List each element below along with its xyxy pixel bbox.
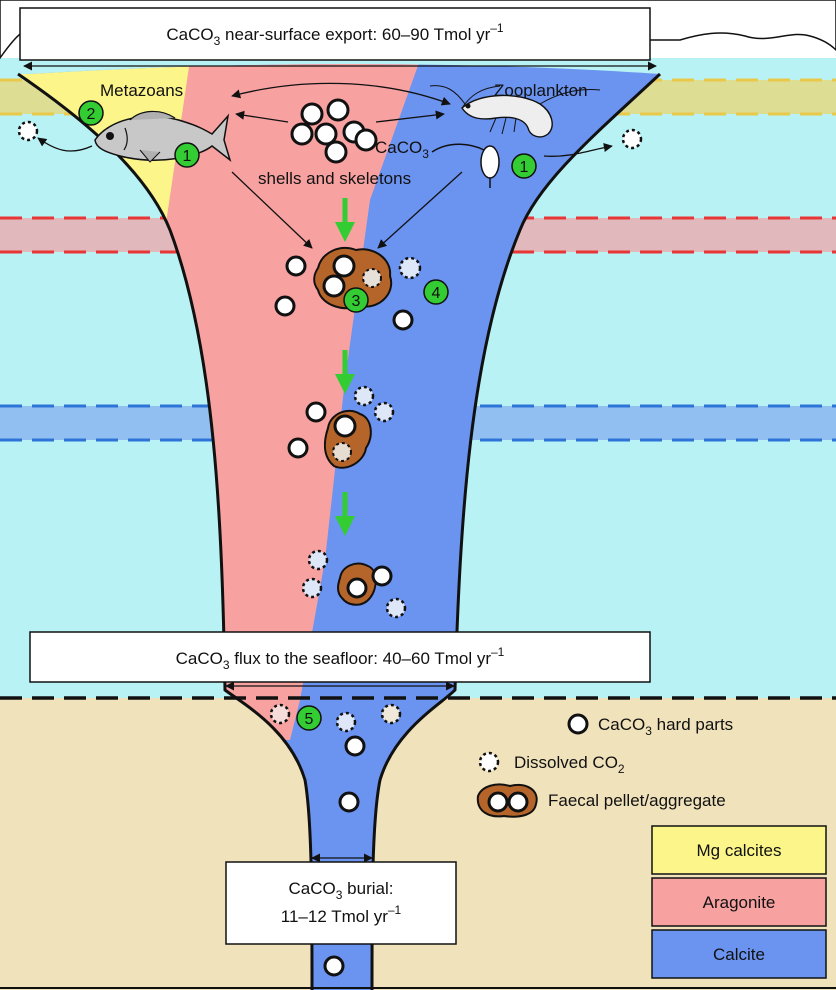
faecal-pellet-2 — [323, 409, 372, 469]
caco3-particles-depth1 — [274, 255, 422, 331]
svg-text:Calcite: Calcite — [713, 945, 765, 964]
process-5: 5 — [296, 705, 322, 731]
caco3-particles-depth3 — [301, 549, 407, 619]
svg-text:CaCO3 near-surface export: 60–: CaCO3 near-surface export: 60–90 Tmol yr… — [166, 21, 504, 48]
faecal-pellet-3 — [337, 562, 377, 606]
process-3: 3 — [343, 287, 369, 313]
metazoans-label: Metazoans — [100, 81, 183, 100]
process-1-fish: 1 — [174, 142, 200, 168]
svg-text:CaCO3 flux to the seafloor: 40: CaCO3 flux to the seafloor: 40–60 Tmol y… — [176, 645, 505, 672]
process-1-zooplankton: 1 — [511, 153, 537, 179]
svg-text:1: 1 — [183, 148, 192, 165]
legend-calcite: Calcite — [651, 929, 827, 979]
shrimp-icon — [429, 85, 601, 138]
svg-text:Mg calcites: Mg calcites — [696, 841, 781, 860]
shells-skeletons-label: shells and skeletons — [258, 169, 411, 188]
sediment-particles — [269, 703, 402, 977]
svg-text:Faecal pellet/aggregate: Faecal pellet/aggregate — [548, 791, 726, 810]
svg-text:3: 3 — [352, 293, 361, 310]
process-2: 2 — [78, 100, 104, 126]
svg-text:11–12 Tmol yr–1: 11–12 Tmol yr–1 — [281, 903, 402, 926]
zooplankton-label: Zooplankton — [494, 81, 588, 100]
funnel-outline — [17, 72, 662, 990]
svg-text:Dissolved CO2: Dissolved CO2 — [514, 753, 625, 776]
legend-dissolved-co2: Dissolved CO2 — [478, 751, 625, 776]
caco3-shells-label: CaCO3 — [375, 138, 429, 161]
faecal-pellet-1 — [313, 247, 393, 310]
svg-text:CaCO3 hard parts: CaCO3 hard parts — [598, 715, 733, 738]
svg-text:1: 1 — [520, 159, 529, 176]
legend-mg-calcites: Mg calcites — [651, 825, 827, 875]
dissolved-co2-surface — [17, 120, 643, 150]
surface-export-box: CaCO3 near-surface export: 60–90 Tmol yr… — [19, 7, 651, 61]
svg-text:CaCO3 burial:: CaCO3 burial: — [289, 879, 394, 902]
surface-caco3-cluster — [290, 98, 378, 164]
legend-hard-parts: CaCO3 hard parts — [567, 713, 733, 738]
seafloor-flux-box: CaCO3 flux to the seafloor: 40–60 Tmol y… — [29, 631, 651, 683]
svg-text:Aragonite: Aragonite — [703, 893, 776, 912]
svg-text:5: 5 — [305, 711, 314, 728]
legend-aragonite: Aragonite — [651, 877, 827, 927]
burial-box: CaCO3 burial: 11–12 Tmol yr–1 — [225, 861, 457, 945]
caco3-particles-depth2 — [287, 385, 395, 459]
svg-text:4: 4 — [432, 285, 441, 302]
process-4: 4 — [423, 279, 449, 305]
svg-text:2: 2 — [87, 106, 96, 123]
pteropod-icon — [431, 143, 500, 188]
interaction-arrows — [37, 82, 613, 249]
legend-faecal-pellet: Faecal pellet/aggregate — [476, 783, 726, 818]
